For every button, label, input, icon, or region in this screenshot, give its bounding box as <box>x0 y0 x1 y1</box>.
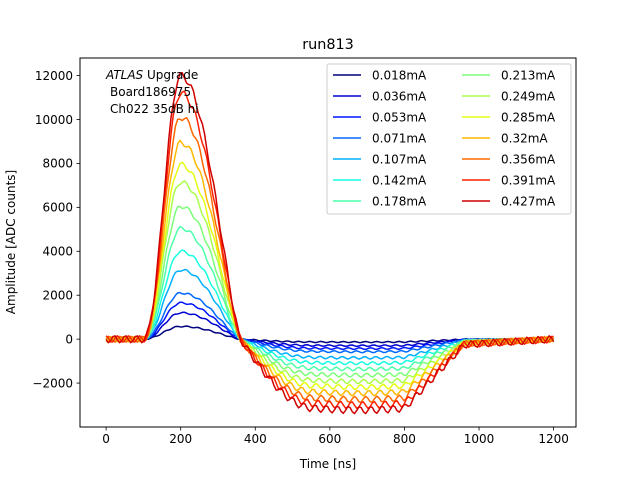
y-tick-label: 2000 <box>42 289 73 303</box>
y-tick-label: 12000 <box>35 69 73 83</box>
series-line <box>105 291 554 354</box>
x-axis-label: Time [ns] <box>299 457 356 471</box>
legend-label: 0.213mA <box>501 69 556 83</box>
legend: 0.018mA 0.036mA 0.053mA 0.071mA 0.107mA 0.142… <box>326 63 572 215</box>
y-tick-label: 0 <box>65 332 73 346</box>
x-tick-label: 1200 <box>538 432 569 446</box>
x-tick-label: 800 <box>393 432 416 446</box>
x-axis-ticks: 0 200 400 600 800 1000 1200 <box>102 427 569 446</box>
annotation-upgrade: Upgrade <box>143 68 198 82</box>
legend-label: 0.391mA <box>501 174 556 188</box>
series-curves <box>105 71 555 415</box>
x-tick-label: 600 <box>318 432 341 446</box>
y-tick-label: 4000 <box>42 245 73 259</box>
legend-label: 0.427mA <box>501 195 556 209</box>
svg-text:ATLAS Upgrade: ATLAS Upgrade <box>105 68 198 82</box>
x-tick-label: 400 <box>244 432 267 446</box>
series-line <box>105 117 555 403</box>
annotation-channel: Ch022 35dB hi <box>110 102 199 116</box>
y-axis-ticks: −2000 0 2000 4000 6000 8000 10000 12000 <box>32 69 80 390</box>
legend-label: 0.107mA <box>372 153 427 167</box>
chart-title: run813 <box>302 37 354 53</box>
annotation-board: Board186975 <box>110 85 191 99</box>
plot-frame <box>79 57 577 428</box>
legend-label: 0.036mA <box>372 90 427 104</box>
x-tick-label: 0 <box>102 432 110 446</box>
y-tick-label: 8000 <box>42 157 73 171</box>
legend-label: 0.249mA <box>501 90 556 104</box>
legend-label: 0.053mA <box>372 111 427 125</box>
legend-label: 0.356mA <box>501 153 556 167</box>
x-tick-label: 200 <box>169 432 192 446</box>
annotation-atlas: ATLAS <box>105 68 144 82</box>
legend-label: 0.071mA <box>372 132 427 146</box>
legend-label: 0.178mA <box>372 195 427 209</box>
annotation-block: ATLAS Upgrade Board186975 Ch022 35dB hi <box>105 68 199 116</box>
series-line <box>106 180 555 385</box>
legend-label: 0.018mA <box>372 69 427 83</box>
legend-box <box>326 63 572 215</box>
x-tick-label: 1000 <box>464 432 495 446</box>
y-axis-label: Amplitude [ADC counts] <box>4 170 18 314</box>
legend-label: 0.142mA <box>372 174 427 188</box>
y-tick-label: 10000 <box>35 113 73 127</box>
legend-label: 0.285mA <box>501 111 556 125</box>
y-tick-label: 6000 <box>42 201 73 215</box>
legend-label: 0.32mA <box>501 132 548 146</box>
series-line <box>105 71 555 415</box>
y-tick-label: −2000 <box>32 376 73 390</box>
